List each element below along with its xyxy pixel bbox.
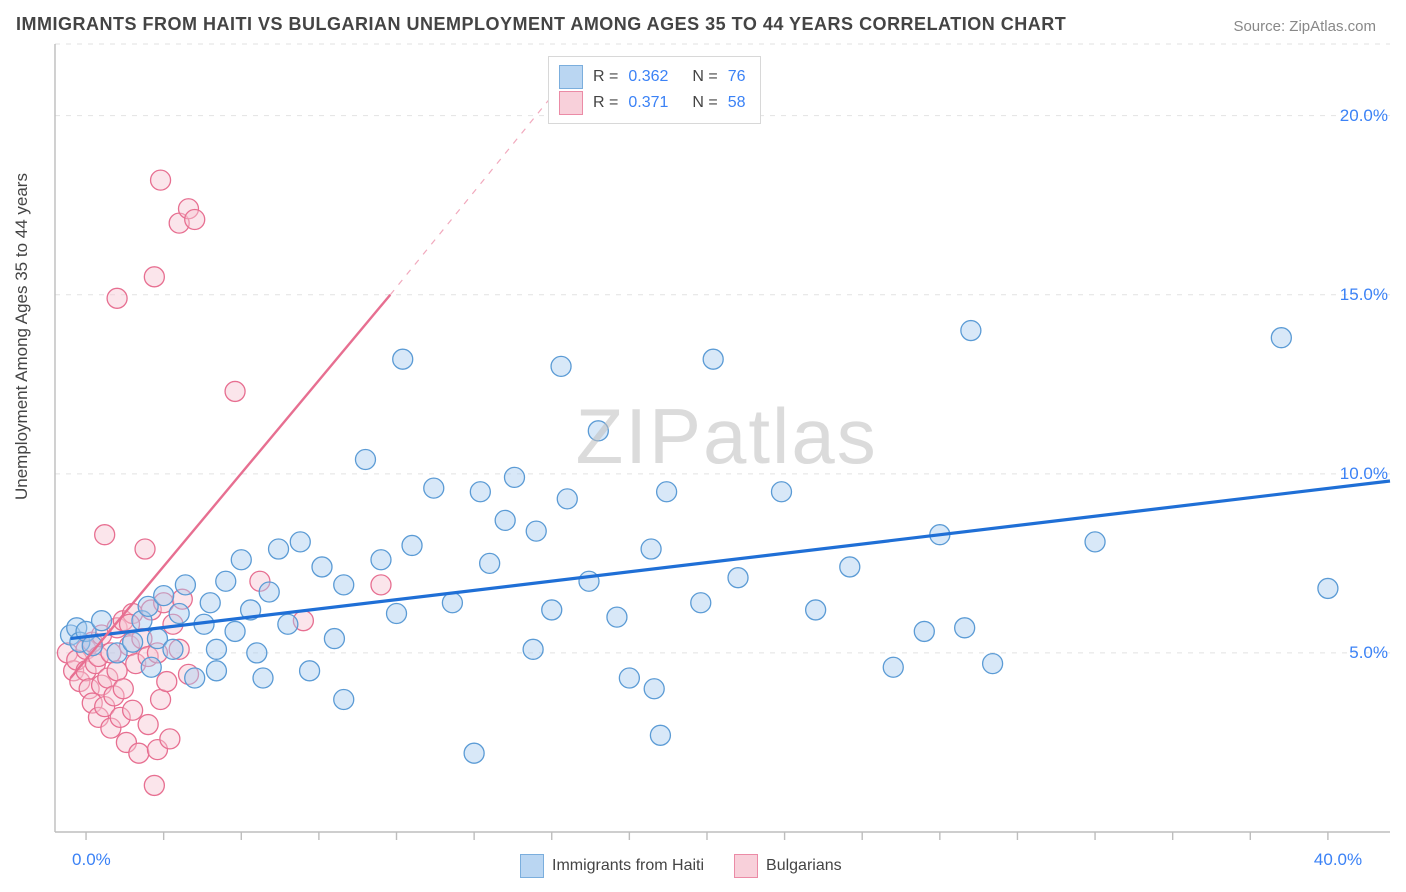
legend-r-label: R = — [593, 94, 618, 112]
legend-n-value-b: 58 — [728, 94, 746, 112]
legend-n-label: N = — [692, 94, 717, 112]
legend-n-value-a: 76 — [728, 68, 746, 86]
y-tick-label: 15.0% — [1340, 285, 1388, 305]
y-tick-label: 10.0% — [1340, 464, 1388, 484]
x-tick-label: 0.0% — [72, 850, 111, 870]
correlation-chart — [0, 0, 1406, 892]
legend-swatch-series-b — [559, 91, 583, 115]
legend-n-label: N = — [692, 68, 717, 86]
legend-r-value-a: 0.362 — [628, 68, 668, 86]
legend-r-label: R = — [593, 68, 618, 86]
y-tick-label: 5.0% — [1349, 643, 1388, 663]
y-tick-label: 20.0% — [1340, 106, 1388, 126]
legend-r-value-b: 0.371 — [628, 94, 668, 112]
x-tick-label: 40.0% — [1314, 850, 1362, 870]
legend-swatch-series-a — [520, 854, 544, 878]
legend-series-a-label: Immigrants from Haiti — [552, 857, 704, 875]
legend-swatch-series-a — [559, 65, 583, 89]
legend-correlation-box: R = 0.362 N = 76 R = 0.371 N = 58 — [548, 56, 761, 124]
legend-series-box: Immigrants from Haiti Bulgarians — [520, 854, 842, 878]
legend-series-b-label: Bulgarians — [766, 857, 842, 875]
legend-swatch-series-b — [734, 854, 758, 878]
